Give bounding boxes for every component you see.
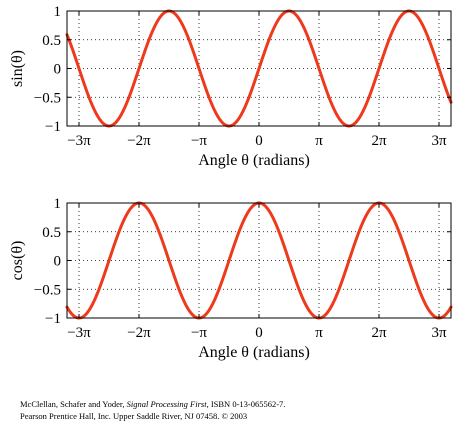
x-axis-label: Angle θ (radians) bbox=[198, 152, 310, 169]
y-tick-label: 1 bbox=[54, 196, 62, 212]
x-tick-label: −2π bbox=[127, 325, 151, 341]
y-tick-label: −1 bbox=[45, 311, 61, 327]
x-tick-label: −π bbox=[191, 133, 207, 149]
sin-series-line bbox=[65, 9, 453, 128]
y-tick-label: 1 bbox=[54, 4, 62, 20]
x-tick-label: π bbox=[315, 325, 323, 341]
y-tick-label: −1 bbox=[45, 119, 61, 135]
caption-line-2: Pearson Prentice Hall, Inc. Upper Saddle… bbox=[20, 411, 248, 421]
y-tick-label: −0.5 bbox=[34, 282, 61, 298]
y-tick-label: −0.5 bbox=[34, 90, 61, 106]
x-tick-label: −3π bbox=[67, 133, 91, 149]
y-tick-label: 0 bbox=[54, 62, 62, 78]
x-tick-label: 3π bbox=[431, 325, 447, 341]
x-tick-label: π bbox=[315, 133, 323, 149]
x-tick-label: −π bbox=[191, 325, 207, 341]
x-tick-label: 0 bbox=[255, 325, 263, 341]
caption-authors: McClellan, Schafer and Yoder, bbox=[20, 399, 127, 409]
x-tick-label: 0 bbox=[255, 133, 263, 149]
caption-line-1: McClellan, Schafer and Yoder, Signal Pro… bbox=[20, 399, 285, 409]
y-tick-label: 0.5 bbox=[42, 33, 61, 49]
chart-cos: −3π −2π −π 0 π 2π 3π 1 0.5 0 −0.5 −1 Angle θ (radian… bbox=[9, 196, 453, 361]
x-tick-label: −2π bbox=[127, 133, 151, 149]
x-tick-label: 2π bbox=[371, 133, 387, 149]
caption-book-title: Signal Processing First bbox=[126, 399, 207, 409]
x-tick-label: 3π bbox=[431, 133, 447, 149]
y-tick-label: 0 bbox=[54, 254, 62, 270]
chart-sin: −3π −2π −π 0 π 2π 3π 1 0.5 0 −0.5 −1 Angle θ (radian… bbox=[9, 4, 453, 169]
y-tick-label: 0.5 bbox=[42, 225, 61, 241]
x-axis-label: Angle θ (radians) bbox=[198, 344, 310, 361]
x-tick-label: 2π bbox=[371, 325, 387, 341]
caption-isbn: , ISBN 0-13-065562-7. bbox=[206, 399, 286, 409]
x-tick-label: −3π bbox=[67, 325, 91, 341]
y-axis-label: sin(θ) bbox=[9, 50, 26, 87]
y-axis-label: cos(θ) bbox=[9, 241, 26, 281]
